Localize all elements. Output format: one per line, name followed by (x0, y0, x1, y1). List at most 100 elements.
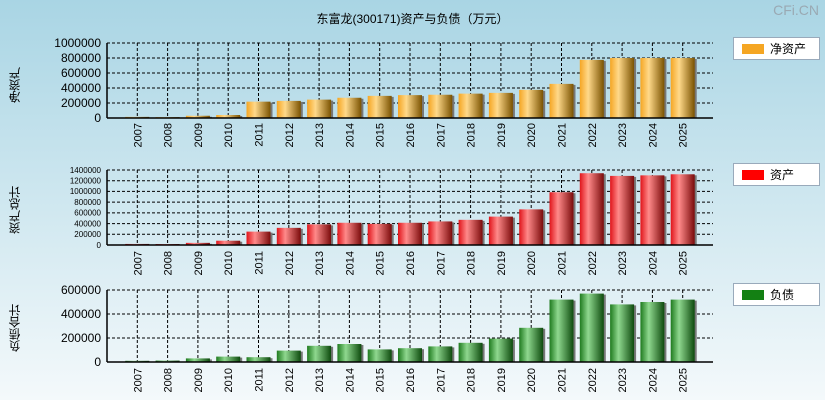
x-tick-label: 2010 (223, 368, 235, 392)
bar-2009 (185, 242, 210, 245)
x-tick-label: 2012 (284, 368, 296, 392)
bar-2014 (337, 344, 362, 362)
bar-2022 (579, 173, 604, 245)
x-tick-label: 2017 (435, 251, 447, 275)
x-tick-label: 2008 (163, 251, 175, 275)
bar-2023 (610, 304, 635, 362)
bar-2018 (458, 219, 483, 245)
x-tick-label: 2010 (223, 251, 235, 275)
bar-2010 (216, 115, 241, 118)
y-tick-label: 1000000 (70, 187, 102, 196)
watermark: CFi.CN (773, 2, 819, 18)
bar-2022 (579, 59, 604, 118)
y-tick-label: 800000 (74, 198, 101, 207)
y-tick-label: 200000 (61, 331, 101, 345)
x-tick-label: 2012 (284, 123, 296, 147)
x-tick-label: 2017 (435, 368, 447, 392)
x-tick-label: 2008 (163, 368, 175, 392)
bar-2009 (185, 115, 210, 118)
x-tick-label: 2010 (223, 123, 235, 147)
bar-2020 (519, 327, 544, 362)
x-tick-label: 2018 (466, 368, 478, 392)
x-tick-label: 2012 (284, 251, 296, 275)
bar-2017 (428, 346, 453, 362)
x-tick-label: 2019 (496, 368, 508, 392)
x-tick-label: 2025 (678, 123, 690, 147)
x-tick-label: 2014 (344, 251, 356, 275)
bar-2020 (519, 209, 544, 245)
legend-liabilities: 负债 (733, 283, 820, 306)
x-tick-label: 2025 (678, 368, 690, 392)
bar-2009 (185, 358, 210, 362)
x-tick-label: 2020 (526, 123, 538, 147)
bar-2023 (610, 58, 635, 118)
bar-2024 (640, 175, 665, 245)
bar-2011 (246, 231, 271, 245)
x-tick-label: 2007 (132, 123, 144, 147)
legend-net-assets: 净资产 (733, 37, 820, 60)
bar-2014 (337, 222, 362, 245)
x-tick-label: 2007 (132, 368, 144, 392)
y-tick-label: 1200000 (70, 177, 102, 186)
bar-2018 (458, 342, 483, 362)
y-tick-label: 400000 (61, 307, 101, 321)
y-tick-label: 0 (94, 111, 101, 125)
y-tick-label: 0 (97, 241, 102, 250)
y-tick-label: 1000000 (54, 36, 101, 50)
x-tick-label: 2013 (314, 123, 326, 147)
x-tick-label: 2008 (163, 123, 175, 147)
legend-swatch (742, 43, 764, 54)
x-tick-label: 2021 (557, 251, 569, 275)
bar-2019 (488, 216, 513, 245)
x-tick-label: 2013 (314, 251, 326, 275)
x-tick-label: 2015 (375, 368, 387, 392)
legend-total-assets: 资产 (733, 163, 820, 186)
bar-2025 (670, 174, 695, 245)
bar-2014 (337, 97, 362, 118)
y-tick-label: 600000 (61, 66, 101, 80)
x-tick-label: 2015 (375, 251, 387, 275)
x-tick-label: 2024 (647, 368, 659, 392)
y-tick-label: 400000 (61, 81, 101, 95)
x-tick-label: 2009 (193, 251, 205, 275)
x-tick-label: 2013 (314, 368, 326, 392)
bar-2025 (670, 299, 695, 362)
bar-2021 (549, 192, 574, 245)
y-tick-label: 200000 (61, 96, 101, 110)
bar-2025 (670, 58, 695, 118)
y-tick-label: 0 (94, 355, 101, 369)
x-tick-label: 2020 (526, 251, 538, 275)
x-tick-label: 2015 (375, 123, 387, 147)
bar-2018 (458, 93, 483, 118)
x-tick-label: 2024 (647, 251, 659, 275)
x-tick-label: 2009 (193, 123, 205, 147)
bar-2016 (398, 222, 422, 245)
x-tick-label: 2021 (557, 123, 569, 147)
bar-2024 (640, 58, 665, 118)
bar-2024 (640, 302, 665, 362)
bar-2017 (428, 94, 453, 118)
x-tick-label: 2019 (496, 251, 508, 275)
x-tick-label: 2018 (466, 251, 478, 275)
legend-label: 净资产 (770, 42, 807, 56)
y-tick-label: 200000 (74, 230, 101, 239)
x-tick-label: 2017 (435, 123, 447, 147)
y-tick-label: 400000 (74, 219, 101, 228)
bar-2011 (246, 357, 271, 362)
y-tick-label: 1400000 (70, 166, 102, 175)
x-tick-label: 2011 (254, 251, 266, 275)
x-tick-label: 2019 (496, 123, 508, 147)
x-tick-label: 2009 (193, 368, 205, 392)
x-tick-label: 2014 (344, 368, 356, 392)
bar-2021 (549, 83, 574, 118)
bar-2017 (428, 221, 453, 245)
x-tick-label: 2011 (254, 368, 266, 392)
bar-2015 (367, 223, 392, 245)
bar-2010 (216, 240, 241, 245)
legend-swatch (742, 169, 764, 180)
x-tick-label: 2016 (405, 368, 417, 392)
x-tick-label: 2023 (617, 123, 629, 147)
bar-2011 (246, 101, 271, 118)
bar-2012 (276, 350, 301, 362)
